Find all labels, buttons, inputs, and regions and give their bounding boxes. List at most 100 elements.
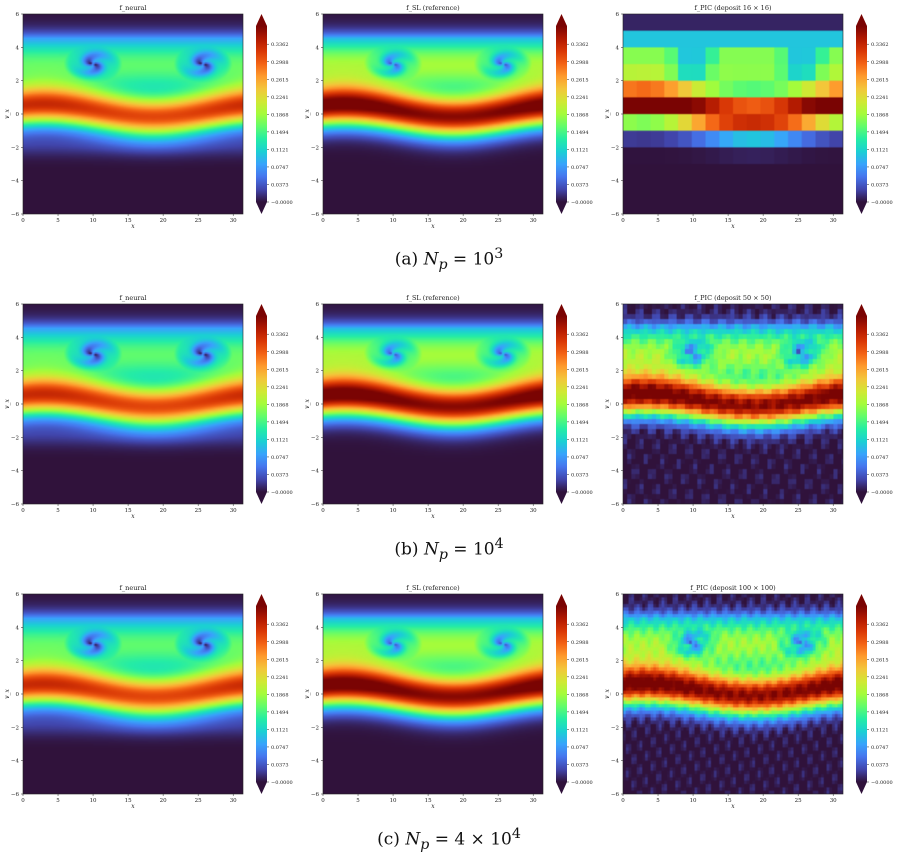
colorbar-min-extend xyxy=(556,782,567,794)
y-tick-label: 2 xyxy=(16,369,20,375)
colorbar-tick-label: 0.1868 xyxy=(271,402,289,408)
caption-rhs: = 10 xyxy=(452,249,495,270)
colorbar-tick-label: 0.0747 xyxy=(571,745,589,751)
x-tick-label: 30 xyxy=(230,508,237,514)
x-tick-label: 0 xyxy=(321,218,325,224)
colorbar-tick-label: 0.0747 xyxy=(271,745,289,751)
colorbar-tick-label: 0.1494 xyxy=(271,420,289,426)
colorbar-tick-label: 0.1121 xyxy=(571,147,589,153)
x-tick-label: 25 xyxy=(495,508,502,514)
x-axis-label: x xyxy=(431,803,435,810)
x-tick-label: 5 xyxy=(56,798,60,804)
y-tick-label: 0 xyxy=(16,402,20,408)
x-tick-label: 0 xyxy=(21,508,25,514)
x-tick-label: 10 xyxy=(390,218,397,224)
y-tick-label: −4 xyxy=(611,469,620,475)
panel-title: f_SL (reference) xyxy=(406,584,460,592)
y-tick-label: −2 xyxy=(11,435,19,441)
x-tick-label: 20 xyxy=(160,508,167,514)
colorbar-tick-label: 0.3362 xyxy=(871,622,889,628)
colorbar-tick-label: −0.0000 xyxy=(871,490,893,496)
x-tick-label: 25 xyxy=(195,798,202,804)
colorbar-tick-label: −0.0000 xyxy=(271,200,293,206)
colorbar-tick-label: 0.3362 xyxy=(571,42,589,48)
colorbar-tick-label: 0.1868 xyxy=(871,402,889,408)
x-tick-label: 15 xyxy=(725,508,732,514)
x-tick-label: 30 xyxy=(530,798,537,804)
colorbar-gradient xyxy=(256,26,267,202)
colorbar-tick-label: 0.0373 xyxy=(871,182,889,188)
y-tick-label: −2 xyxy=(311,145,319,151)
heatmap-image xyxy=(623,14,843,214)
y-tick-label: −2 xyxy=(311,435,319,441)
colorbar-tick-label: 0.2241 xyxy=(871,385,889,391)
colorbar: −0.0000 0.0373 0.0747 0.1121 0.1494 0.1868 0.2… xyxy=(556,14,593,214)
x-tick-label: 5 xyxy=(656,798,660,804)
y-tick-label: −6 xyxy=(311,502,320,508)
colorbar-tick-label: 0.1868 xyxy=(871,112,889,118)
y-tick-label: −4 xyxy=(611,759,620,765)
y-tick-label: −4 xyxy=(311,179,320,185)
colorbar-max-extend xyxy=(856,594,867,606)
colorbar-gradient xyxy=(856,606,867,782)
x-tick-label: 10 xyxy=(90,508,97,514)
caption-sup: 3 xyxy=(494,246,504,262)
colorbar-tick-label: 0.3362 xyxy=(871,42,889,48)
panel-title: f_neural xyxy=(120,584,147,592)
x-tick-label: 20 xyxy=(760,218,767,224)
x-axis-label: x xyxy=(731,513,735,520)
x-tick-label: 20 xyxy=(460,798,467,804)
colorbar-max-extend xyxy=(556,594,567,606)
colorbar: −0.0000 0.0373 0.0747 0.1121 0.1494 0.1868 0.2… xyxy=(556,304,593,504)
colorbar-tick-label: 0.2241 xyxy=(571,95,589,101)
colorbar-tick-label: 0.2241 xyxy=(871,95,889,101)
caption-label: (c) xyxy=(377,829,400,850)
x-tick-label: 10 xyxy=(90,798,97,804)
colorbar-min-extend xyxy=(856,202,867,214)
colorbar-tick-label: 0.1121 xyxy=(571,437,589,443)
x-tick-label: 5 xyxy=(356,798,360,804)
panel-title: f_PIC (deposit 100 × 100) xyxy=(690,584,776,592)
y-tick-label: 6 xyxy=(16,302,20,308)
y-tick-label: 2 xyxy=(316,659,320,665)
y-tick-label: 4 xyxy=(16,45,20,51)
x-tick-label: 25 xyxy=(795,218,802,224)
colorbar-gradient xyxy=(556,26,567,202)
colorbar-tick-label: 0.1121 xyxy=(871,437,889,443)
caption-label: (a) xyxy=(394,249,419,270)
colorbar-tick-label: 0.1868 xyxy=(271,692,289,698)
colorbar-tick-label: 0.1868 xyxy=(571,692,589,698)
y-tick-label: 6 xyxy=(616,302,620,308)
caption-sub: p xyxy=(420,837,430,854)
colorbar-tick-label: 0.0373 xyxy=(271,182,289,188)
colorbar-gradient xyxy=(256,606,267,782)
y-tick-label: 0 xyxy=(316,402,320,408)
y-tick-label: 0 xyxy=(316,692,320,698)
colorbar-tick-label: 0.1494 xyxy=(271,130,289,136)
y-tick-label: −2 xyxy=(611,725,619,731)
colorbar-tick-label: 0.2988 xyxy=(571,60,589,66)
y-tick-label: 2 xyxy=(616,659,620,665)
colorbar-tick-label: 0.0747 xyxy=(571,165,589,171)
x-axis-label: x xyxy=(731,223,735,230)
x-tick-label: 30 xyxy=(230,218,237,224)
colorbar-tick-label: 0.3362 xyxy=(271,332,289,338)
y-tick-label: −2 xyxy=(611,145,619,151)
colorbar-tick-label: 0.1868 xyxy=(571,402,589,408)
y-tick-label: 2 xyxy=(316,79,320,85)
x-tick-label: 15 xyxy=(125,218,132,224)
colorbar-tick-label: 0.2241 xyxy=(871,675,889,681)
caption-a: (a) Np = 103 xyxy=(0,246,898,273)
y-tick-label: −6 xyxy=(611,502,620,508)
colorbar-tick-label: 0.1494 xyxy=(871,130,889,136)
colorbar-tick-label: 0.3362 xyxy=(271,622,289,628)
colorbar-tick-label: 0.2615 xyxy=(271,77,289,83)
heatmap-panel: f_neural 0 5 10 15 20 25 30 x −6 −4 −2 0 2 4 6 v_x −0.000… xyxy=(4,4,293,230)
x-axis-label: x xyxy=(431,223,435,230)
y-tick-label: 2 xyxy=(616,369,620,375)
heatmap-image xyxy=(23,304,243,504)
x-axis-label: x xyxy=(131,513,135,520)
caption-c: (c) Np = 4 × 104 xyxy=(0,826,898,853)
heatmap-panel: f_SL (reference) 0 5 10 15 20 25 30 x −6 −4 −2 0 2 4 6 v… xyxy=(304,584,593,810)
colorbar-tick-label: 0.3362 xyxy=(871,332,889,338)
